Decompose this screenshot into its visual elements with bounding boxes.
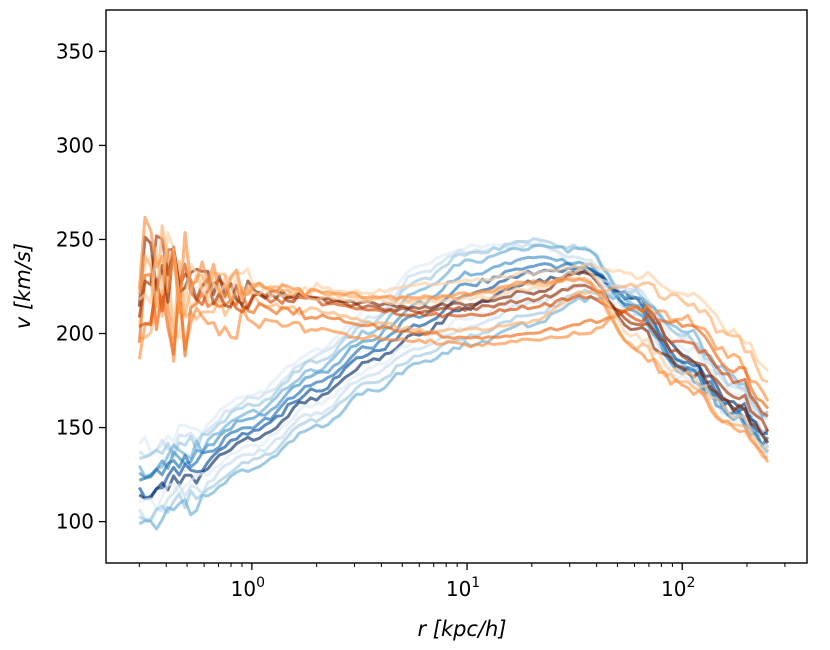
x-tick-label: 102 xyxy=(661,575,695,601)
x-tick-label: 100 xyxy=(231,575,265,601)
series-lines xyxy=(137,215,770,531)
x-tick-label: 101 xyxy=(446,575,480,601)
y-tick-label: 150 xyxy=(56,416,94,440)
plot-frame xyxy=(105,9,808,564)
y-tick-label: 200 xyxy=(56,322,94,346)
orange-series-line xyxy=(137,254,769,372)
blue-series-line xyxy=(138,275,769,510)
y-axis-label: v [km/s] xyxy=(11,243,35,329)
orange-series-line xyxy=(137,234,770,433)
y-tick-label: 100 xyxy=(56,510,94,534)
y-axis-ticks: 100 150 200 250 300 350 xyxy=(56,39,106,534)
orange-series-line xyxy=(139,255,769,384)
y-tick-label: 300 xyxy=(56,133,94,157)
x-axis-ticks: 100 101 102 xyxy=(138,563,786,601)
y-tick-label: 250 xyxy=(56,227,94,251)
orange-series-line xyxy=(138,247,769,418)
y-tick-label: 350 xyxy=(56,39,94,63)
orange-series-line xyxy=(137,215,770,464)
blue-series-line xyxy=(138,261,770,482)
x-axis-label: r [kpc/h] xyxy=(417,617,506,641)
